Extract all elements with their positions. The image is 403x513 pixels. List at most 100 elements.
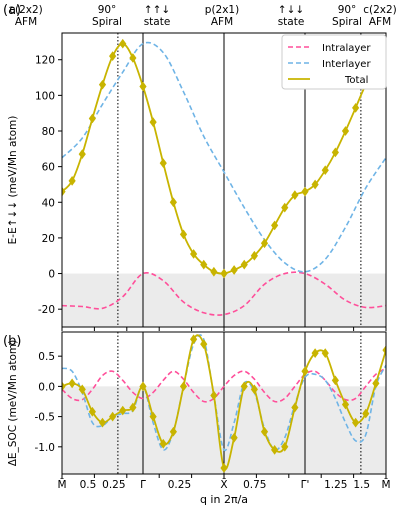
y-tick-label-a-5: 80: [42, 126, 55, 138]
x-tick-label-2: 0.25: [102, 479, 125, 491]
total-marker-a-23: [291, 190, 299, 201]
total-marker-b-13: [190, 334, 198, 345]
y-tick-label-b-0: -1.0: [35, 442, 56, 454]
total-marker-a-28: [341, 126, 350, 136]
state-label-line2-0: AFM: [15, 16, 37, 28]
total-marker-a-29: [352, 102, 360, 113]
total-marker-a-14: [200, 259, 208, 270]
series-intralayer-line-a: [62, 271, 386, 316]
panel-label-b: (b): [3, 334, 21, 349]
plot-area-b: [62, 334, 386, 473]
total-marker-a-24: [301, 186, 309, 197]
total-marker-b-6: [119, 405, 127, 416]
total-marker-a-5: [109, 51, 117, 62]
total-marker-a-6: [119, 38, 127, 49]
total-marker-b-25: [311, 348, 319, 359]
total-marker-b-4: [98, 417, 107, 428]
series-interlayer-line-b: [62, 334, 386, 452]
total-marker-a-20: [260, 238, 269, 249]
total-marker-b-20: [260, 426, 269, 437]
legend-label-total: Total: [344, 75, 368, 86]
legend: Intralayer Interlayer Total: [281, 34, 387, 90]
total-marker-b-19: [250, 384, 258, 395]
total-marker-a-0: [62, 186, 66, 197]
state-label-line2-6: AFM: [369, 16, 391, 28]
total-marker-b-29: [352, 417, 360, 428]
total-marker-b-17: [230, 432, 238, 443]
total-marker-b-32: [382, 345, 386, 355]
total-marker-a-2: [78, 149, 86, 160]
total-marker-a-12: [179, 229, 188, 240]
total-marker-a-25: [311, 179, 319, 190]
total-marker-b-5: [109, 411, 117, 422]
y-tick-label-a-2: 20: [42, 233, 55, 245]
total-marker-a-3: [88, 113, 96, 124]
state-label-line2-3: AFM: [211, 16, 233, 28]
total-marker-a-19: [250, 250, 258, 261]
total-marker-a-10: [159, 158, 167, 168]
state-label-line1-1: 90°: [98, 4, 117, 16]
y-tick-label-a-3: 40: [42, 197, 55, 209]
x-tick-label-10: M̄: [381, 478, 390, 491]
legend-label-interlayer: Interlayer: [322, 59, 371, 70]
y-tick-label-a-4: 60: [42, 162, 55, 174]
total-marker-a-16: [220, 268, 228, 279]
total-marker-b-27: [331, 375, 339, 386]
total-marker-b-31: [372, 378, 380, 389]
total-marker-a-8: [139, 81, 147, 92]
total-marker-b-26: [321, 348, 329, 359]
total-marker-b-10: [159, 438, 167, 449]
total-marker-b-7: [129, 402, 137, 413]
total-marker-a-27: [331, 147, 339, 158]
total-marker-a-26: [321, 165, 329, 176]
y-axis-label-b: ΔE_SOC (meV/Mn atom): [7, 340, 19, 467]
total-marker-a-1: [68, 176, 76, 186]
x-tick-labels: M̄ 0.5 0.25 Γ̄ 0.25 X̄ 0.75 Γ̄' 1.25 1.5 M̄: [57, 478, 390, 491]
x-axis-label: q in 2π/a: [200, 493, 248, 506]
total-marker-a-11: [169, 197, 177, 208]
state-label-line1-5: 90°: [338, 4, 357, 16]
y-axis-label-a: E-E↑↓↓ (meV/Mn atom): [7, 116, 19, 245]
state-label-line2-1: Spiral: [92, 16, 122, 28]
total-marker-b-16: [220, 463, 228, 473]
y-tick-label-b-3: 0.5: [38, 351, 55, 363]
total-marker-b-24: [301, 366, 309, 377]
total-marker-b-9: [149, 411, 157, 422]
x-tick-label-9: 1.5: [353, 479, 370, 491]
x-tick-label-1: 0.5: [80, 479, 97, 491]
x-tick-label-8: 1.25: [324, 479, 347, 491]
total-marker-a-22: [281, 202, 289, 213]
legend-label-intralayer: Intralayer: [322, 43, 371, 54]
total-marker-a-18: [240, 259, 248, 270]
state-label-line2-2: state: [144, 16, 171, 28]
total-marker-a-4: [98, 79, 107, 90]
state-label-line1-6: c(2x2): [363, 4, 397, 16]
state-label-line1-4: ↑↓↓: [278, 4, 304, 16]
y-tick-label-a-7: 120: [35, 55, 55, 67]
total-marker-b-23: [291, 402, 299, 413]
panel-b: -1.0 -0.5 0.0 0.5 ΔE_SOC (meV/Mn atom): [7, 331, 387, 478]
total-marker-b-22: [281, 441, 289, 452]
total-marker-b-2: [78, 384, 86, 395]
total-marker-a-15: [210, 266, 218, 277]
x-tick-label-5: X̄: [220, 478, 227, 491]
total-marker-a-7: [129, 53, 137, 63]
total-marker-b-21: [271, 444, 279, 455]
legend-box: [281, 34, 387, 90]
state-label-line2-5: Spiral: [332, 16, 362, 28]
total-marker-b-11: [169, 426, 177, 437]
total-marker-b-30: [362, 408, 370, 419]
series-interlayer-line-a: [62, 41, 386, 273]
total-marker-b-12: [179, 381, 188, 392]
state-label-line1-3: p(2x1): [205, 4, 239, 16]
total-marker-b-1: [68, 378, 76, 389]
series-intralayer-line-b: [62, 367, 386, 403]
total-marker-a-13: [190, 249, 198, 259]
x-tick-label-3: Γ̄: [140, 479, 146, 491]
total-marker-b-14: [200, 339, 208, 349]
state-label-line1-0: c(2x2): [9, 4, 43, 16]
y-tick-label-b-2: 0.0: [38, 381, 55, 393]
state-label-line1-2: ↑↑↓: [144, 4, 170, 16]
